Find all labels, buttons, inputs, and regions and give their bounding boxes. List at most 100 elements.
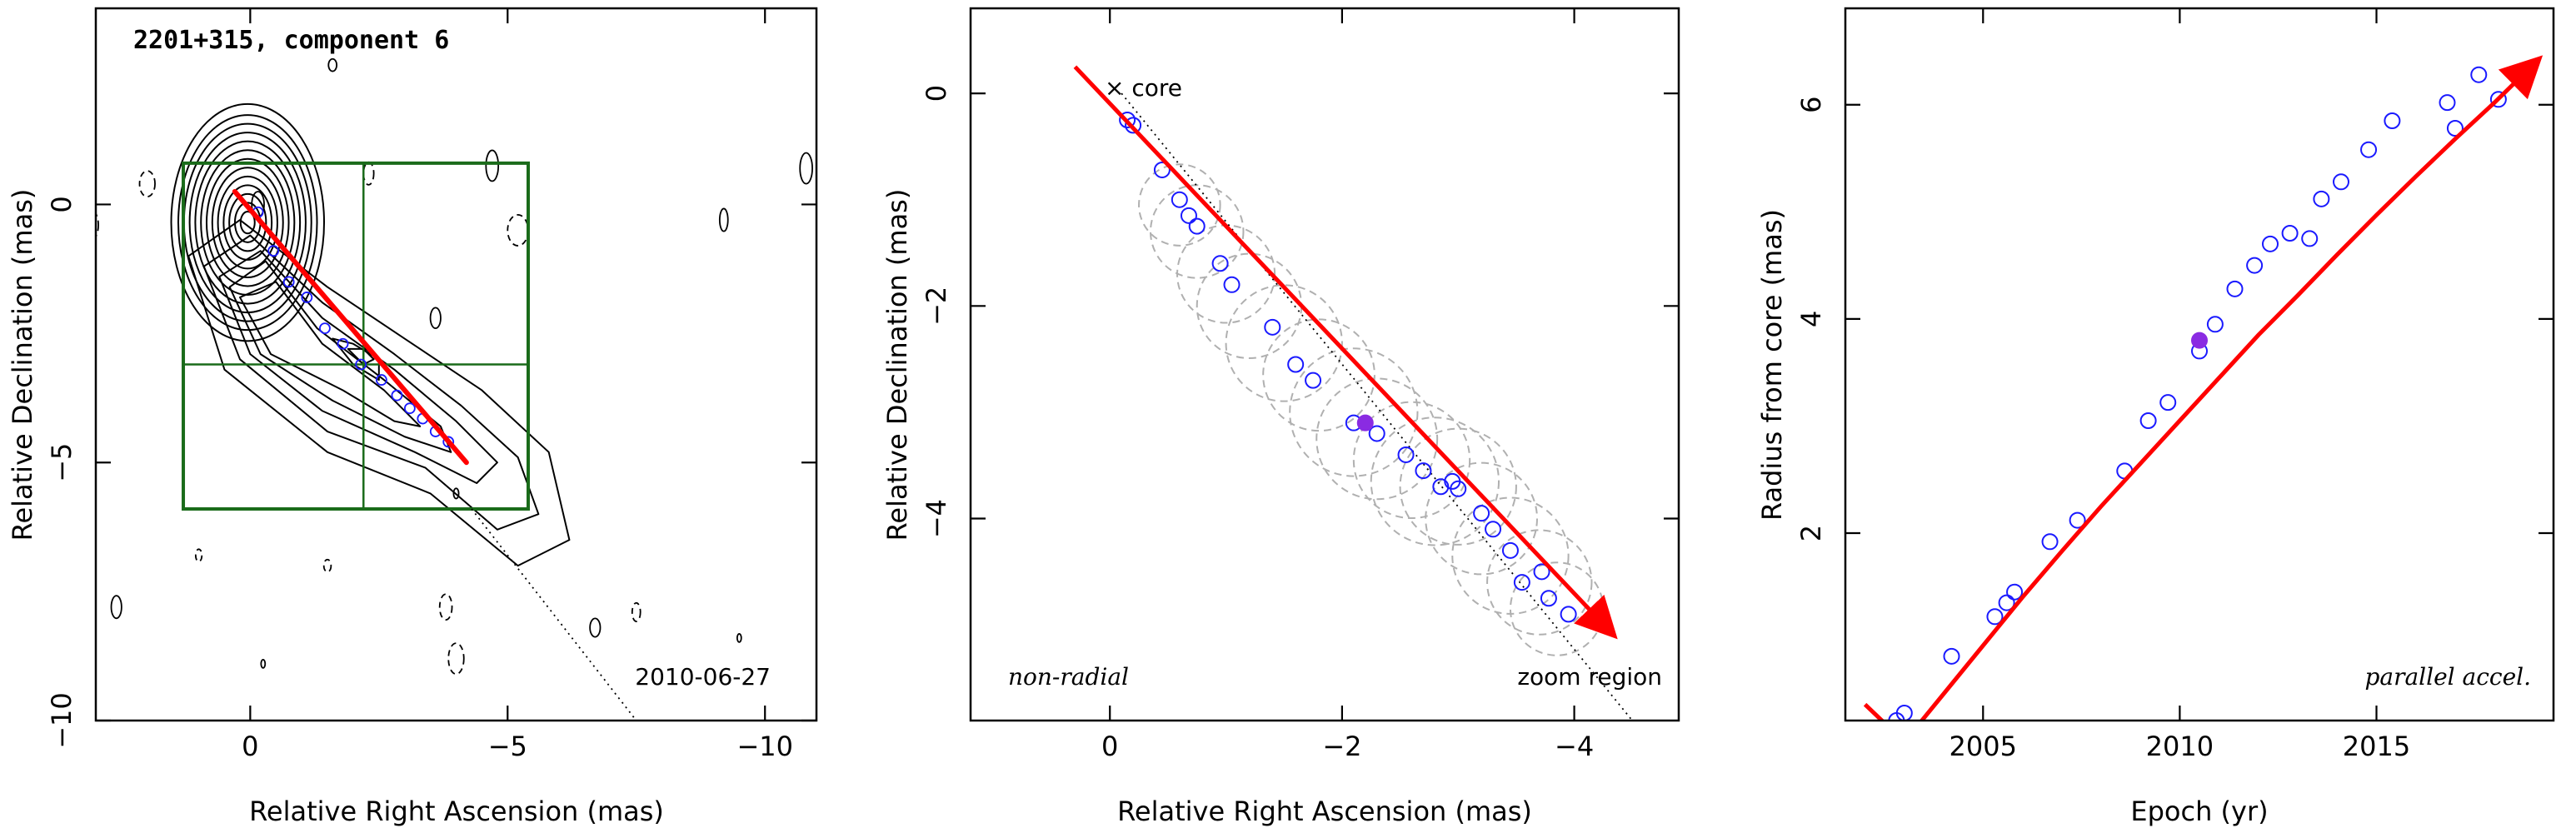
zoom-box <box>182 161 531 511</box>
component-size-circle <box>1399 427 1517 546</box>
c0-xtick-label-0: 0 <box>242 731 258 762</box>
component-size-circle <box>1176 224 1276 324</box>
c1-ytick-label-0: 0 <box>921 85 952 102</box>
component-position-point <box>1533 563 1550 581</box>
noise-contour-12 <box>438 593 453 621</box>
radius-epoch-point <box>2206 316 2224 333</box>
radius-epoch-point <box>2384 112 2401 129</box>
component-size-circle <box>1149 184 1245 279</box>
c0-xtick-label-2: −10 <box>736 731 793 762</box>
radius-epoch-panel-frame <box>1844 7 2555 722</box>
noise-contour-13 <box>589 617 602 638</box>
component-position-point <box>376 374 387 386</box>
trajectory-fit-arrow <box>1073 65 1618 640</box>
c1-xtick-label-0: 0 <box>1101 731 1118 762</box>
noise-contour-8 <box>429 307 442 329</box>
radius-epoch-point <box>2262 235 2279 252</box>
radius-epoch-point <box>2301 230 2319 247</box>
component-position-point <box>1397 446 1415 463</box>
component-position-point <box>1287 356 1305 373</box>
contour-panel: 0 −5 −10 0 −5 −10 2201+315, component 6 2010-… <box>7 7 818 827</box>
component-size-circle <box>1262 318 1375 432</box>
noise-contour-16 <box>260 659 267 669</box>
jet-contour-6 <box>347 347 375 366</box>
highlighted-epoch-point <box>1356 414 1374 431</box>
radius-epoch-point <box>1895 705 1913 721</box>
c2-ytick-label-1: 4 <box>1795 311 1827 327</box>
noise-contour-7 <box>799 152 813 185</box>
radius-epoch-point <box>2139 412 2157 429</box>
noise-contour-14 <box>194 548 203 563</box>
component-position-point <box>1513 574 1530 591</box>
component-position-point <box>1560 606 1577 623</box>
contour-panel-title: 2201+315, component 6 <box>133 26 449 55</box>
radius-epoch-point <box>2446 120 2464 137</box>
core-contour-2 <box>228 192 267 252</box>
component-position-point <box>1153 161 1171 178</box>
radius-epoch-point <box>2246 257 2264 274</box>
jet-contour-1 <box>202 234 540 531</box>
jet-contour-0 <box>187 219 571 567</box>
component-position-point <box>391 389 403 402</box>
component-position-point <box>1171 191 1188 208</box>
radius-epoch-point <box>2313 190 2330 207</box>
radius-epoch-point <box>2226 280 2244 297</box>
c2-xtick-label-0: 2005 <box>1949 731 2017 762</box>
radius-epoch-point <box>2470 66 2488 83</box>
component-size-circle <box>1289 347 1419 477</box>
c1-xtick-label-1: −2 <box>1322 731 1361 762</box>
c2-ytick-label-2: 6 <box>1795 97 1827 113</box>
contour-panel-ylabel: Relative Declination (mas) <box>7 189 38 541</box>
component-position-point <box>1368 425 1385 442</box>
component-position-point <box>1180 207 1197 224</box>
zoom-region-note: zoom region <box>1517 663 1662 691</box>
radius-epoch-point <box>1986 608 2004 626</box>
c2-xtick-label-2: 2015 <box>2343 731 2410 762</box>
c0-xtick-label-1: −5 <box>488 731 527 762</box>
c0-ytick-label-1: −5 <box>46 443 77 482</box>
component-size-circle <box>1138 163 1221 247</box>
jet-contour-5 <box>332 337 380 382</box>
component-position-point <box>1473 505 1490 522</box>
component-position-point <box>1415 462 1432 480</box>
c0-ytick-label-2: −10 <box>46 692 77 749</box>
component-size-circle <box>1486 529 1593 636</box>
zoom-panel-ticks: 0 −2 −4 0 −2 −4 <box>921 8 1679 762</box>
zoom-panel: 0 −2 −4 0 −2 −4 × core non-radial zoom region… <box>881 7 1680 827</box>
contour-panel-xlabel: Relative Right Ascension (mas) <box>249 796 664 827</box>
component-position-point <box>1125 117 1142 134</box>
component-position-point <box>1305 372 1322 389</box>
observation-date-label: 2010-06-27 <box>635 663 771 691</box>
contour-panel-frame <box>94 7 818 722</box>
noise-contour-1 <box>485 149 500 182</box>
noise-contour-11 <box>447 642 465 676</box>
component-position-point <box>442 436 455 448</box>
c2-xtick-label-1: 2010 <box>2146 731 2214 762</box>
component-position-point <box>1211 255 1229 272</box>
zoom-panel-frame <box>969 7 1680 722</box>
core-contour-10 <box>182 122 312 322</box>
component-position-point <box>403 402 416 415</box>
component-position-point <box>1264 318 1281 336</box>
core-annotation: × core <box>1105 74 1182 102</box>
acceleration-fit-curve <box>1863 55 2544 721</box>
radius-epoch-point <box>2439 94 2456 112</box>
component-position-point <box>267 245 280 257</box>
parallel-accel-note: parallel accel. <box>2364 663 2531 691</box>
radius-epoch-point <box>2041 533 2059 551</box>
component-position-point <box>1223 276 1241 293</box>
noise-contour-18 <box>327 57 338 72</box>
radius-epoch-point <box>2489 91 2507 108</box>
radius-epoch-point <box>2360 141 2378 158</box>
radius-epoch-panel-xlabel: Epoch (yr) <box>2130 796 2268 827</box>
component-position-point <box>301 292 313 303</box>
component-size-circle <box>1370 416 1500 546</box>
core-contour-6 <box>205 157 290 287</box>
core-contour-12 <box>170 102 326 342</box>
core-contour-8 <box>194 140 302 305</box>
component-position-point <box>1450 480 1467 497</box>
noise-contour-6 <box>718 207 729 232</box>
radius-epoch-panel: 2005 2010 2015 2 4 6 parallel accel. Epoch (y… <box>1756 7 2555 827</box>
component-position-point <box>337 337 349 350</box>
zoom-panel-ylabel: Relative Declination (mas) <box>881 189 913 541</box>
